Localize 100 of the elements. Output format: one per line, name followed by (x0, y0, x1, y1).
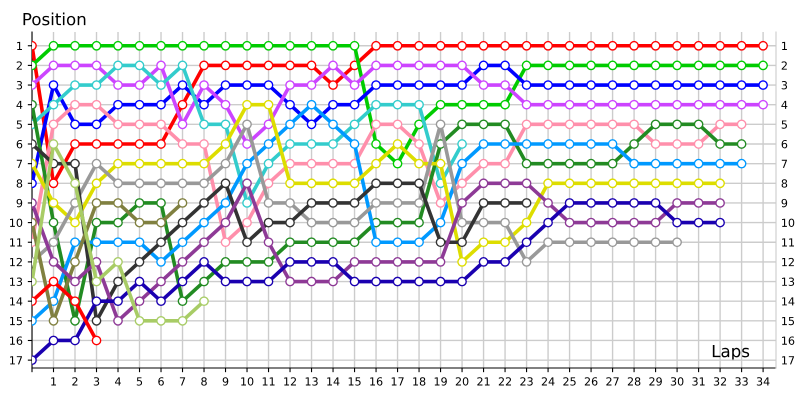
x-tick-label: 14 (327, 377, 340, 386)
point (178, 119, 188, 130)
point (392, 100, 402, 110)
point (736, 60, 746, 70)
point (350, 237, 360, 248)
point (608, 119, 618, 130)
point (134, 316, 144, 326)
point (543, 198, 553, 208)
point (478, 60, 488, 70)
x-tick-label: 23 (520, 377, 533, 386)
point (715, 80, 725, 90)
point (48, 237, 58, 248)
point (586, 119, 596, 130)
point (543, 40, 553, 51)
point (350, 178, 360, 188)
point (285, 100, 295, 110)
point (306, 158, 316, 169)
point (328, 139, 338, 149)
point (199, 158, 209, 169)
point (672, 60, 682, 70)
point (736, 119, 746, 130)
point (629, 40, 639, 51)
point (92, 60, 102, 70)
point (694, 60, 704, 70)
point (586, 139, 596, 149)
point (48, 80, 58, 90)
point (220, 276, 230, 286)
point (242, 276, 252, 286)
point (285, 158, 295, 169)
point (350, 119, 360, 130)
point (736, 158, 746, 169)
point (457, 100, 467, 110)
point (608, 60, 618, 70)
point (715, 40, 725, 51)
point (564, 40, 574, 51)
point (264, 119, 274, 130)
point (113, 237, 123, 248)
point (736, 139, 746, 149)
point (371, 139, 381, 149)
point (414, 257, 424, 267)
point (758, 40, 768, 51)
point (264, 257, 274, 267)
point (715, 218, 725, 228)
point (436, 119, 446, 130)
y2-tick-label: 7 (782, 160, 787, 168)
y2-tick-label: 5 (782, 120, 787, 129)
y2-tick-label: 3 (782, 81, 788, 90)
point (134, 257, 144, 267)
point (608, 158, 618, 169)
point (242, 257, 252, 267)
point (156, 316, 166, 326)
point (392, 198, 402, 208)
point (715, 198, 725, 208)
point (672, 80, 682, 90)
point (392, 218, 402, 228)
point (134, 100, 144, 110)
point (457, 178, 467, 188)
point (48, 119, 58, 130)
point (113, 257, 123, 267)
point (392, 158, 402, 169)
point (758, 80, 768, 90)
y2-tick-label: 10 (782, 218, 794, 227)
point (694, 80, 704, 90)
point (478, 40, 488, 51)
x-tick-label: 10 (241, 377, 254, 386)
point (436, 218, 446, 228)
point (199, 218, 209, 228)
point (500, 257, 510, 267)
point (564, 80, 574, 90)
y-tick-label: 7 (16, 160, 22, 168)
point (436, 158, 446, 169)
y-tick-label: 3 (16, 81, 22, 90)
point (242, 119, 252, 130)
point (350, 257, 360, 267)
point (543, 119, 553, 130)
y-tick-label: 9 (16, 198, 22, 208)
point (371, 40, 381, 51)
point (350, 80, 360, 90)
point (436, 257, 446, 267)
point (586, 100, 596, 110)
point (328, 119, 338, 130)
point (285, 237, 295, 248)
point (629, 100, 639, 110)
x-tick-label: 13 (306, 377, 318, 386)
point (414, 100, 424, 110)
point (371, 158, 381, 169)
point (672, 158, 682, 169)
point (306, 178, 316, 188)
point (478, 119, 488, 130)
x-tick-label: 16 (370, 377, 382, 386)
point (543, 237, 553, 248)
point (48, 257, 58, 267)
y2-tick-label: 8 (782, 179, 788, 188)
point (350, 100, 360, 110)
point (650, 80, 660, 90)
point (242, 237, 252, 248)
point (457, 80, 467, 90)
point (522, 60, 532, 70)
point (629, 218, 639, 228)
point (371, 198, 381, 208)
